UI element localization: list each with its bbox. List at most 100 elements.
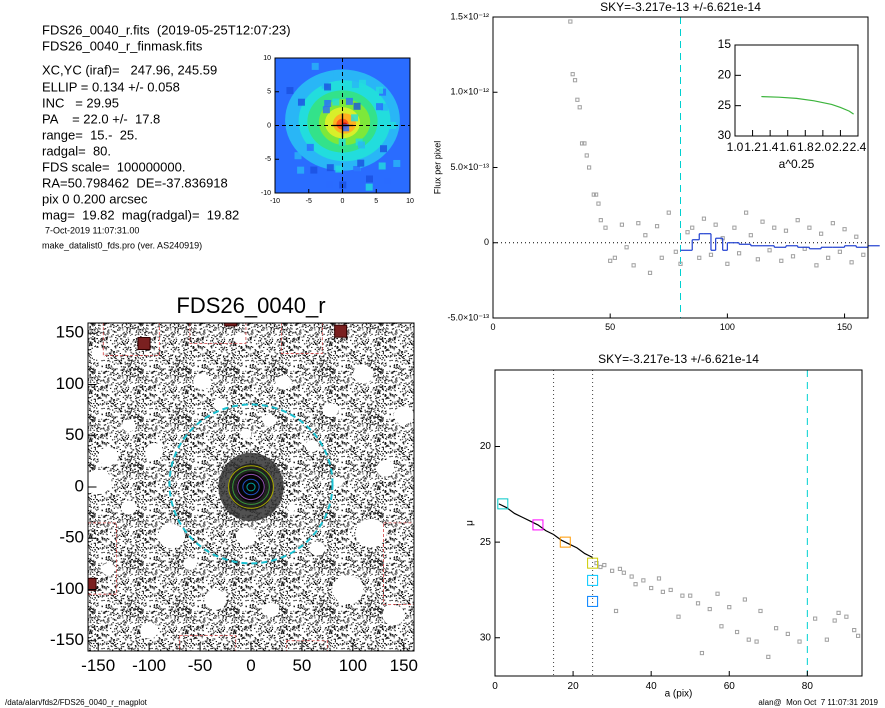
y-axis-label: Flux per pixel (432, 141, 442, 195)
x-tick-label: 50 (292, 656, 311, 675)
fit-marker (587, 595, 599, 607)
data-point (744, 210, 749, 215)
x-tick-label: 10 (406, 198, 414, 205)
image-pixel (357, 141, 365, 149)
masked-source (88, 469, 112, 495)
data-point (584, 153, 589, 158)
masked-source (352, 365, 374, 384)
masked-source (101, 562, 116, 576)
data-point (603, 225, 608, 230)
plot-panel: -150 -100 -50 0 50 100 150 -150 -100 -50 0 50 100 150… (50, 293, 418, 675)
x-tick-label: 150 (390, 656, 418, 675)
image-pixel (310, 166, 318, 174)
data-point (586, 165, 592, 170)
data-point (819, 231, 824, 236)
x-tick-label: 80 (802, 681, 814, 692)
x-tick-label: -100 (132, 656, 166, 675)
x-tick-label: 2.4 (850, 140, 867, 154)
data-point (836, 610, 841, 615)
x-tick-label: 20 (568, 681, 580, 692)
mask-region (281, 323, 323, 354)
data-point (680, 593, 685, 598)
data-point (608, 258, 613, 263)
image-pixel (351, 80, 359, 88)
data-point (610, 568, 615, 573)
data-point (742, 597, 747, 602)
isophote (228, 465, 274, 509)
data-point (837, 249, 842, 254)
masked-source (262, 414, 277, 427)
image-pixel (381, 103, 389, 111)
y-tick-label: -100 (50, 579, 84, 598)
image-pixel (311, 62, 319, 70)
masked-source (145, 442, 164, 460)
x-tick-label: -10 (270, 198, 280, 205)
data-point (621, 570, 626, 575)
data-point (617, 566, 623, 571)
data-point (676, 614, 681, 619)
header-line: radgal= 80. (42, 143, 111, 158)
x-tick-label: 0 (246, 656, 255, 675)
data-point (633, 582, 638, 587)
x-tick-label: 1.8 (797, 140, 814, 154)
isophote (242, 478, 260, 496)
y-tick-label: 25 (480, 537, 492, 548)
masked-source (382, 604, 405, 626)
chart-title: SKY=-3.217e-13 +/-6.621e-14 (598, 352, 759, 366)
x-tick-label: 150 (837, 322, 852, 332)
data-point (824, 637, 829, 642)
y-tick-label: 100 (56, 374, 84, 393)
image-pixel (326, 72, 334, 80)
data-layer (761, 95, 854, 115)
x-tick-label: 5 (374, 198, 378, 205)
data-point (643, 233, 648, 238)
image-pixel (342, 124, 350, 132)
data-point (699, 650, 705, 656)
image-pixel (358, 79, 366, 87)
x-tick-label: 0 (490, 322, 495, 332)
image-pixel (325, 180, 333, 188)
image-pixel (376, 86, 384, 94)
data-point (826, 255, 831, 260)
masked-source (393, 406, 414, 425)
masked-source (140, 622, 159, 639)
header-line: INC = 29.95 (42, 95, 119, 110)
data-point (842, 227, 847, 232)
mask-region (102, 323, 160, 356)
y-tick-label: 15 (718, 37, 732, 51)
data-point (774, 626, 779, 631)
y-tick-label: 50 (65, 425, 84, 444)
data-point (629, 574, 634, 579)
x-tick-label: -150 (81, 656, 115, 675)
y-tick-label: 5 (267, 89, 271, 96)
data-point (715, 591, 720, 596)
y-tick-label: 10 (263, 55, 271, 62)
data-point (577, 105, 582, 110)
image-pixel (376, 103, 384, 111)
y-tick-label: 20 (480, 441, 492, 452)
data-point (736, 251, 742, 256)
data-point (668, 587, 673, 593)
image-pixel (378, 162, 386, 170)
data-point (666, 210, 671, 215)
header-line: mag= 19.82 mag(radgal)= 19.82 (42, 207, 239, 222)
data-point (849, 260, 854, 265)
masked-source (309, 541, 326, 556)
y-tick-label: 1.0×10⁻¹² (450, 87, 489, 97)
image-pixel (389, 121, 397, 129)
plot-frame (494, 369, 863, 677)
masked-source (183, 557, 197, 570)
image-pixel (297, 98, 305, 106)
data-point (659, 255, 664, 260)
data-point (678, 261, 683, 266)
y-tick-label: -10 (261, 190, 271, 197)
data-point (830, 221, 835, 226)
x-tick-label: 1.0 (727, 140, 744, 154)
mask-region (383, 522, 414, 605)
data-point (568, 19, 573, 24)
data-point (746, 637, 751, 642)
data-point (713, 222, 718, 227)
header-line: RA=50.798462 DE=-37.836918 (42, 175, 228, 190)
fit-marker (497, 498, 509, 510)
